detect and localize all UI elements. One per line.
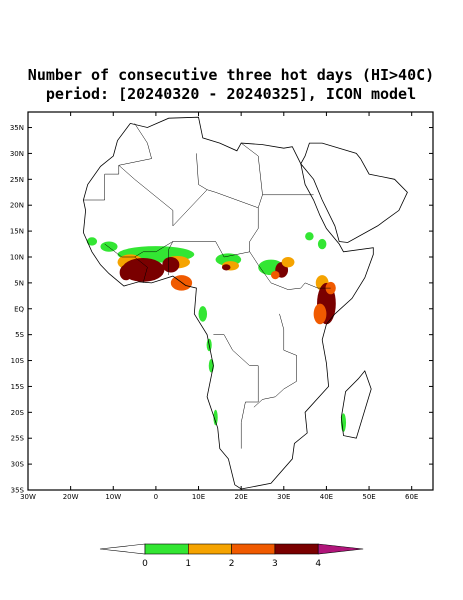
- lon-label: 10W: [105, 493, 121, 501]
- border: [83, 165, 120, 201]
- colorbar: 0 1 2 3 4: [99, 543, 364, 569]
- lon-label: 0: [154, 493, 158, 501]
- colorbar-bin: [231, 543, 276, 555]
- border: [196, 153, 208, 190]
- lat-label: 10N: [10, 253, 24, 261]
- lat-label: 5N: [14, 279, 24, 287]
- colorbar-label: 1: [185, 559, 191, 569]
- lat-label: 35N: [10, 124, 24, 132]
- border: [253, 313, 297, 408]
- coastline: [340, 370, 372, 439]
- lon-label: 40E: [320, 493, 333, 501]
- colorbar-arrow: [317, 543, 364, 555]
- border: [104, 243, 148, 283]
- hot-day-patch: [317, 238, 327, 250]
- hot-day-patch: [119, 264, 133, 281]
- lat-label: 20S: [11, 409, 25, 417]
- map-area: 35N 30N 25N 20N 15N 10N 5N EQ 5S 10S 15S 20S 25S 30S 3…: [10, 111, 434, 501]
- colorbar-bin: [188, 543, 232, 555]
- border: [213, 334, 259, 449]
- map-content: [82, 116, 408, 490]
- hot-day-patch: [162, 256, 180, 273]
- title-line: period: [20240320 - 20240325], ICON mode…: [46, 85, 416, 103]
- hot-day-patch: [313, 303, 327, 325]
- map-frame: [27, 111, 434, 491]
- hot-day-patch: [213, 409, 218, 426]
- hot-day-patch: [198, 306, 208, 322]
- colorbar-label: 0: [142, 559, 148, 569]
- coastline: [300, 142, 408, 243]
- coastline: [82, 116, 374, 490]
- hot-day-patch: [221, 264, 231, 271]
- border: [168, 241, 250, 276]
- border: [241, 142, 263, 208]
- colorbar-label: 2: [229, 559, 235, 569]
- hot-day-patch: [86, 237, 98, 246]
- lon-label: 60E: [405, 493, 418, 501]
- border: [118, 123, 152, 166]
- lat-label: 25S: [11, 435, 25, 443]
- lat-label: 15S: [11, 383, 25, 391]
- lon-label: 10E: [192, 493, 205, 501]
- colorbar-label: 3: [272, 559, 278, 569]
- border: [118, 165, 331, 290]
- hot-day-patch: [281, 256, 295, 268]
- lat-label: 15N: [10, 228, 24, 236]
- colorbar-bin: [144, 543, 189, 555]
- lon-label: 20E: [234, 493, 247, 501]
- colorbar-label: 4: [315, 559, 321, 569]
- colorbar-arrow: [99, 543, 146, 555]
- lon-label: 30E: [277, 493, 290, 501]
- lat-label: 30S: [11, 461, 25, 469]
- lat-label: 5S: [15, 331, 24, 339]
- title-line: Number of consecutive three hot days (HI…: [28, 66, 434, 84]
- lat-label: 20N: [10, 202, 24, 210]
- hot-day-patch: [271, 270, 280, 280]
- border: [134, 241, 174, 258]
- hot-day-patch: [100, 241, 118, 252]
- lon-label: 20W: [63, 493, 79, 501]
- lat-label: 10S: [11, 357, 25, 365]
- lat-label: 25N: [10, 176, 24, 184]
- lon-label: 30W: [20, 493, 36, 501]
- hot-day-patch: [305, 232, 314, 241]
- lon-label: 50E: [362, 493, 375, 501]
- hot-day-patch: [121, 258, 165, 282]
- lat-label: 35S: [11, 487, 25, 495]
- colorbar-bin: [274, 543, 319, 555]
- lat-label: 30N: [10, 150, 24, 158]
- lat-label: EQ: [14, 305, 24, 313]
